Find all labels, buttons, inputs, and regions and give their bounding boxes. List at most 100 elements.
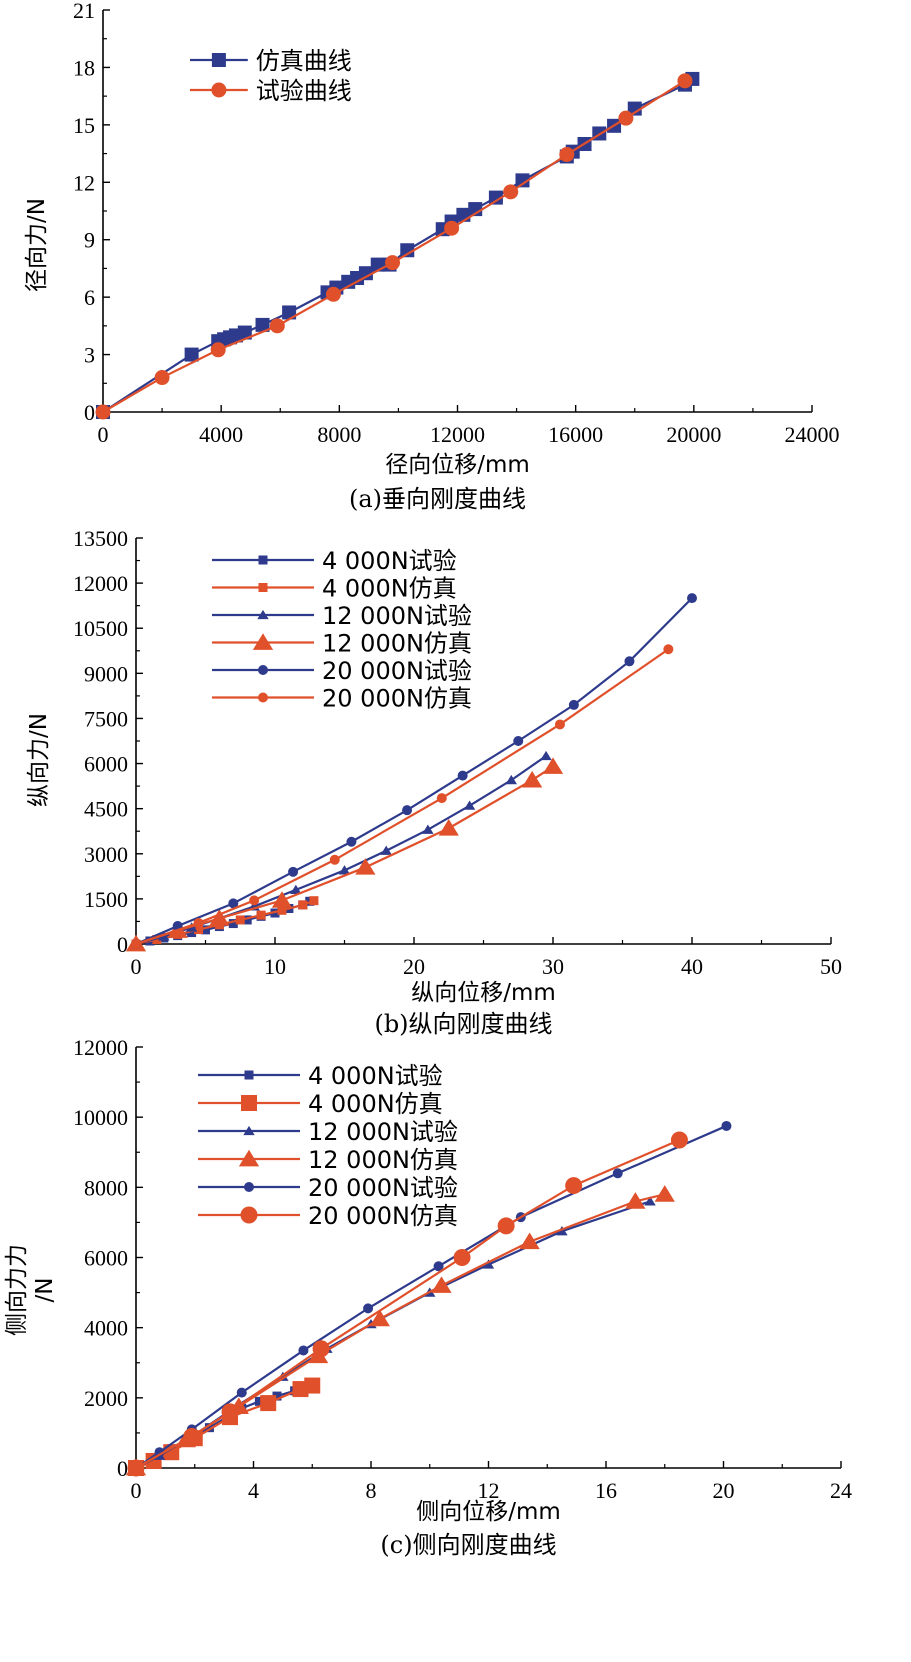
series-1 [128,1377,321,1476]
data-point [298,1345,309,1356]
legend-label: 20 000N试验 [322,657,472,685]
x-tick-label: 0 [131,1478,142,1503]
data-point [721,1120,732,1131]
x-tick-label: 4 [248,1478,259,1503]
data-point [654,1185,675,1202]
data-point [277,905,287,915]
x-tick-label: 24 [830,1478,852,1503]
data-point [355,858,376,875]
legend-label: 4 000N试验 [322,547,457,575]
x-tick-label: 10 [264,954,286,979]
legend-marker [258,583,268,592]
data-point [624,656,635,667]
data-point [463,800,476,810]
data-point [612,1168,623,1179]
y-tick-label: 13500 [73,526,128,551]
y-axis-label: 径向力/N [24,198,50,292]
legend-label: 12 000N试验 [322,602,472,630]
data-point [519,1232,540,1250]
data-point [237,325,252,340]
y-tick-label: 12000 [73,571,128,596]
x-tick-label: 16 [595,1478,617,1503]
y-axis-label: 侧向力力/N [4,1244,58,1336]
x-axis-label: 径向位移/mm [385,452,530,478]
data-point [522,770,543,788]
data-point [154,1447,165,1458]
y-axis-label-line: /N [32,1278,58,1303]
x-tick-label: 20 [713,1478,735,1503]
data-point [193,917,204,928]
legend-marker [211,82,227,98]
data-point [329,854,340,865]
data-point [503,184,519,200]
x-tick-label: 8 [366,1478,377,1503]
x-tick-label: 12000 [430,422,485,447]
data-point [204,1423,214,1433]
chart-a: 0 3 6 9 12 15 18 21 0 4000 8000 12000 16000 20000 2400… [24,0,840,513]
legend-marker [244,1070,254,1080]
data-point [309,896,319,906]
data-point [431,1276,452,1293]
data-point [127,1459,145,1477]
legend-marker [240,1206,258,1224]
legend-label: 试验曲线 [256,77,352,105]
x-tick-label: 12 [478,1478,500,1503]
data-point [194,925,204,935]
data-point [209,909,230,926]
data-point [554,719,565,730]
y-tick-label: 6000 [84,1246,128,1271]
data-point [269,318,285,334]
x-tick-label: 0 [131,954,142,979]
x-axis-label: 侧向位移/mm [416,1499,561,1525]
legend-marker [257,609,269,620]
chart-b: 0150030004500600075009000105001200013500… [26,526,842,1038]
data-point [625,1192,646,1209]
data-point [677,73,693,89]
data-point [201,925,210,935]
data-point [663,644,674,655]
data-point [559,147,575,163]
data-point [183,1427,201,1445]
data-point [540,750,552,761]
data-point [482,1259,495,1269]
legend-marker [258,555,268,565]
data-point [542,757,564,774]
legend-label: 20 000N仿真 [308,1202,458,1230]
data-point [358,266,373,281]
y-tick-label: 8000 [84,1175,128,1200]
y-tick-label: 3000 [84,842,128,867]
x-tick-label: 20000 [666,422,721,447]
x-tick-label: 40 [681,954,703,979]
x-axis-label: 纵向位移/mm [411,980,556,1006]
series-4 [131,593,697,949]
chart-caption: (c)侧向刚度曲线 [380,1531,556,1559]
x-tick-label: 30 [542,954,564,979]
legend-marker [252,633,274,650]
data-point [433,1261,444,1272]
data-point [457,770,468,781]
data-point [228,919,238,929]
series-5 [131,644,674,949]
y-tick-label: 4500 [84,797,128,822]
y-axis-label-line: 侧向力力 [4,1244,30,1336]
data-point [256,910,266,920]
data-point [402,805,413,816]
data-point [369,1309,390,1327]
data-point [687,593,697,604]
y-tick-label: 1500 [84,887,128,912]
data-point [422,824,434,834]
data-point [235,915,245,925]
data-point [298,900,308,910]
data-point [288,866,299,877]
legend-label: 12 000N仿真 [308,1146,458,1174]
data-point [255,317,270,332]
data-point [272,1391,282,1401]
y-tick-label: 3 [84,343,95,368]
legend-label: 20 000N仿真 [322,685,472,713]
y-tick-label: 10500 [73,616,128,641]
y-tick-label: 21 [73,0,95,23]
data-point [505,774,517,785]
